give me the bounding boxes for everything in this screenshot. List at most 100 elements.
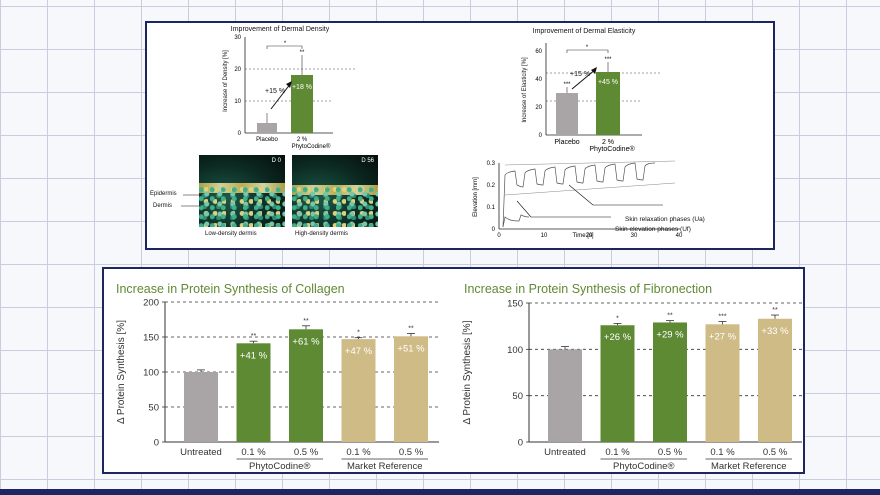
wave-curve-lower <box>502 214 530 228</box>
elasticity-ytick: 0 <box>539 133 543 139</box>
density-sig-bracket <box>266 45 303 49</box>
footer-bar <box>0 489 880 495</box>
collagen-sig-label: ** <box>251 333 257 340</box>
microscopy-tag-d0: D 0 <box>271 158 281 164</box>
elasticity-chart: Improvement of Dermal Elasticity Increas… <box>522 28 662 153</box>
collagen-chart: Δ Protein Synthesis [%] 0 50 100 150 200 Untre… <box>116 298 439 472</box>
collagen-data-label: +47 % <box>345 346 373 357</box>
density-bar-placebo <box>257 123 277 133</box>
fibronectin-ytick: 50 <box>512 391 523 402</box>
collagen-group-market-reference: Market Reference <box>347 461 423 472</box>
collagen-ytick: 150 <box>143 333 159 344</box>
fibronectin-ytick: 0 <box>518 438 523 449</box>
collagen-bar <box>184 372 218 442</box>
fibronectin-data-label: +27 % <box>709 331 737 342</box>
fibronectin-chart: Δ Protein Synthesis [%] 0 50 100 150 Untreate… <box>462 299 802 472</box>
wave-xtick: 20 <box>586 233 593 239</box>
elasticity-yticks: 0 20 40 60 <box>535 49 542 139</box>
elasticity-sig-bar2: *** <box>604 57 612 63</box>
wave-xticks: 0 10 20 30 40 <box>497 233 683 239</box>
collagen-ytick: 100 <box>143 368 159 379</box>
elasticity-sig-top: * <box>586 45 589 51</box>
microscopy-image-d56: D 56 <box>292 155 378 227</box>
wave-ytick: 0.3 <box>487 161 496 167</box>
collagen-sig-label: ** <box>303 318 309 325</box>
density-arrow-label: +15 % <box>265 88 285 95</box>
wave-ylabel: Elevation [mm] <box>473 177 479 217</box>
epidermis-label: Epidermis <box>150 191 177 197</box>
wave-xtick: 30 <box>631 233 638 239</box>
collagen-bar <box>289 329 323 442</box>
fibronectin-sig-label: ** <box>667 313 673 320</box>
fibronectin-ytick: 150 <box>507 299 523 310</box>
wave-annot1-pointer <box>568 184 594 206</box>
micro-pointer-lines <box>181 194 201 207</box>
fibronectin-sig-label: * <box>616 315 619 322</box>
density-bar-phytocodine <box>291 75 313 133</box>
density-ytick: 0 <box>238 131 242 137</box>
density-cat-dose: 2 % <box>297 137 308 143</box>
fibronectin-title: Increase in Protein Synthesis of Fibrone… <box>464 282 712 296</box>
elasticity-arrow-label: +15 % <box>570 71 590 78</box>
collagen-title: Increase in Protein Synthesis of Collage… <box>116 282 345 296</box>
elasticity-sig-bracket <box>566 49 609 53</box>
wave-ytick: 0.2 <box>487 183 496 189</box>
collagen-sig-label: * <box>357 330 360 337</box>
collagen-category-label: 0.1 % <box>346 447 371 458</box>
collagen-category-label: 0.1 % <box>241 447 266 458</box>
elasticity-ytick: 20 <box>535 105 542 111</box>
fibronectin-ytick: 100 <box>507 345 523 356</box>
fibronectin-ylabel: Δ Protein Synthesis [%] <box>462 320 473 424</box>
wave-ytick: 0 <box>492 227 496 233</box>
collagen-category-label: 0.5 % <box>399 447 424 458</box>
collagen-data-label: +61 % <box>292 336 320 347</box>
collagen-bar <box>394 336 428 442</box>
fibronectin-data-label: +33 % <box>761 326 789 337</box>
wave-annot-relaxation: Skin relaxation phases (Ua) <box>625 216 705 223</box>
collagen-category-label: Untreated <box>180 447 222 458</box>
elasticity-arrow <box>571 68 597 90</box>
density-sig-top: * <box>284 41 287 47</box>
elasticity-sig-bar1: *** <box>563 82 571 88</box>
protein-synthesis-panel: Increase in Protein Synthesis of Collage… <box>102 267 805 474</box>
collagen-sig-label: ** <box>408 326 414 333</box>
elasticity-bar-placebo <box>556 93 578 135</box>
fibronectin-sig-label: *** <box>718 314 726 321</box>
elasticity-arrowhead <box>591 67 597 74</box>
fibronectin-bar <box>653 322 687 442</box>
collagen-ytick: 0 <box>154 438 159 449</box>
wave-xtick: 0 <box>497 233 501 239</box>
low-density-caption: Low-density dermis <box>205 231 257 237</box>
density-yticks: 0 10 20 30 <box>234 35 241 137</box>
wave-yticks: 0 0.1 0.2 0.3 <box>487 161 496 233</box>
density-ytick: 30 <box>234 35 241 41</box>
fibronectin-category-label: 0.5 % <box>763 447 788 458</box>
density-chart: Improvement of Dermal Density Increase o… <box>223 26 355 150</box>
elasticity-bar-label: +45 % <box>598 79 618 86</box>
microscopy-tag-d56: D 56 <box>361 158 374 164</box>
density-ytick: 10 <box>234 99 241 105</box>
collagen-data-label: +51 % <box>397 343 425 354</box>
collagen-ylabel: Δ Protein Synthesis [%] <box>116 320 127 424</box>
wave-xtick: 40 <box>676 233 683 239</box>
fibronectin-group-market-reference: Market Reference <box>711 461 787 472</box>
elasticity-ytick: 60 <box>535 49 542 55</box>
elasticity-ytick: 40 <box>535 77 542 83</box>
fibronectin-category-label: 0.5 % <box>658 447 683 458</box>
collagen-group-phytocodine: PhytoCodine® <box>249 461 310 472</box>
collagen-category-label: 0.5 % <box>294 447 319 458</box>
elasticity-title: Improvement of Dermal Elasticity <box>533 28 636 35</box>
elasticity-cat-product: PhytoCodine® <box>589 145 635 153</box>
fibronectin-sig-label: ** <box>772 307 778 314</box>
wave-ytick: 0.1 <box>487 205 496 211</box>
clinical-results-panel: Improvement of Dermal Density Increase o… <box>145 21 775 250</box>
fibronectin-bar <box>758 318 792 442</box>
wave-guide-lower <box>504 182 676 196</box>
elasticity-bar-phytocodine <box>596 72 620 135</box>
collagen-ytick: 200 <box>143 298 159 309</box>
microscopy-image-d0: D 0 <box>199 155 285 227</box>
density-cat-placebo: Placebo <box>256 137 278 143</box>
collagen-ytick: 50 <box>148 403 159 414</box>
fibronectin-data-label: +26 % <box>604 332 632 343</box>
wave-xtick: 10 <box>541 233 548 239</box>
